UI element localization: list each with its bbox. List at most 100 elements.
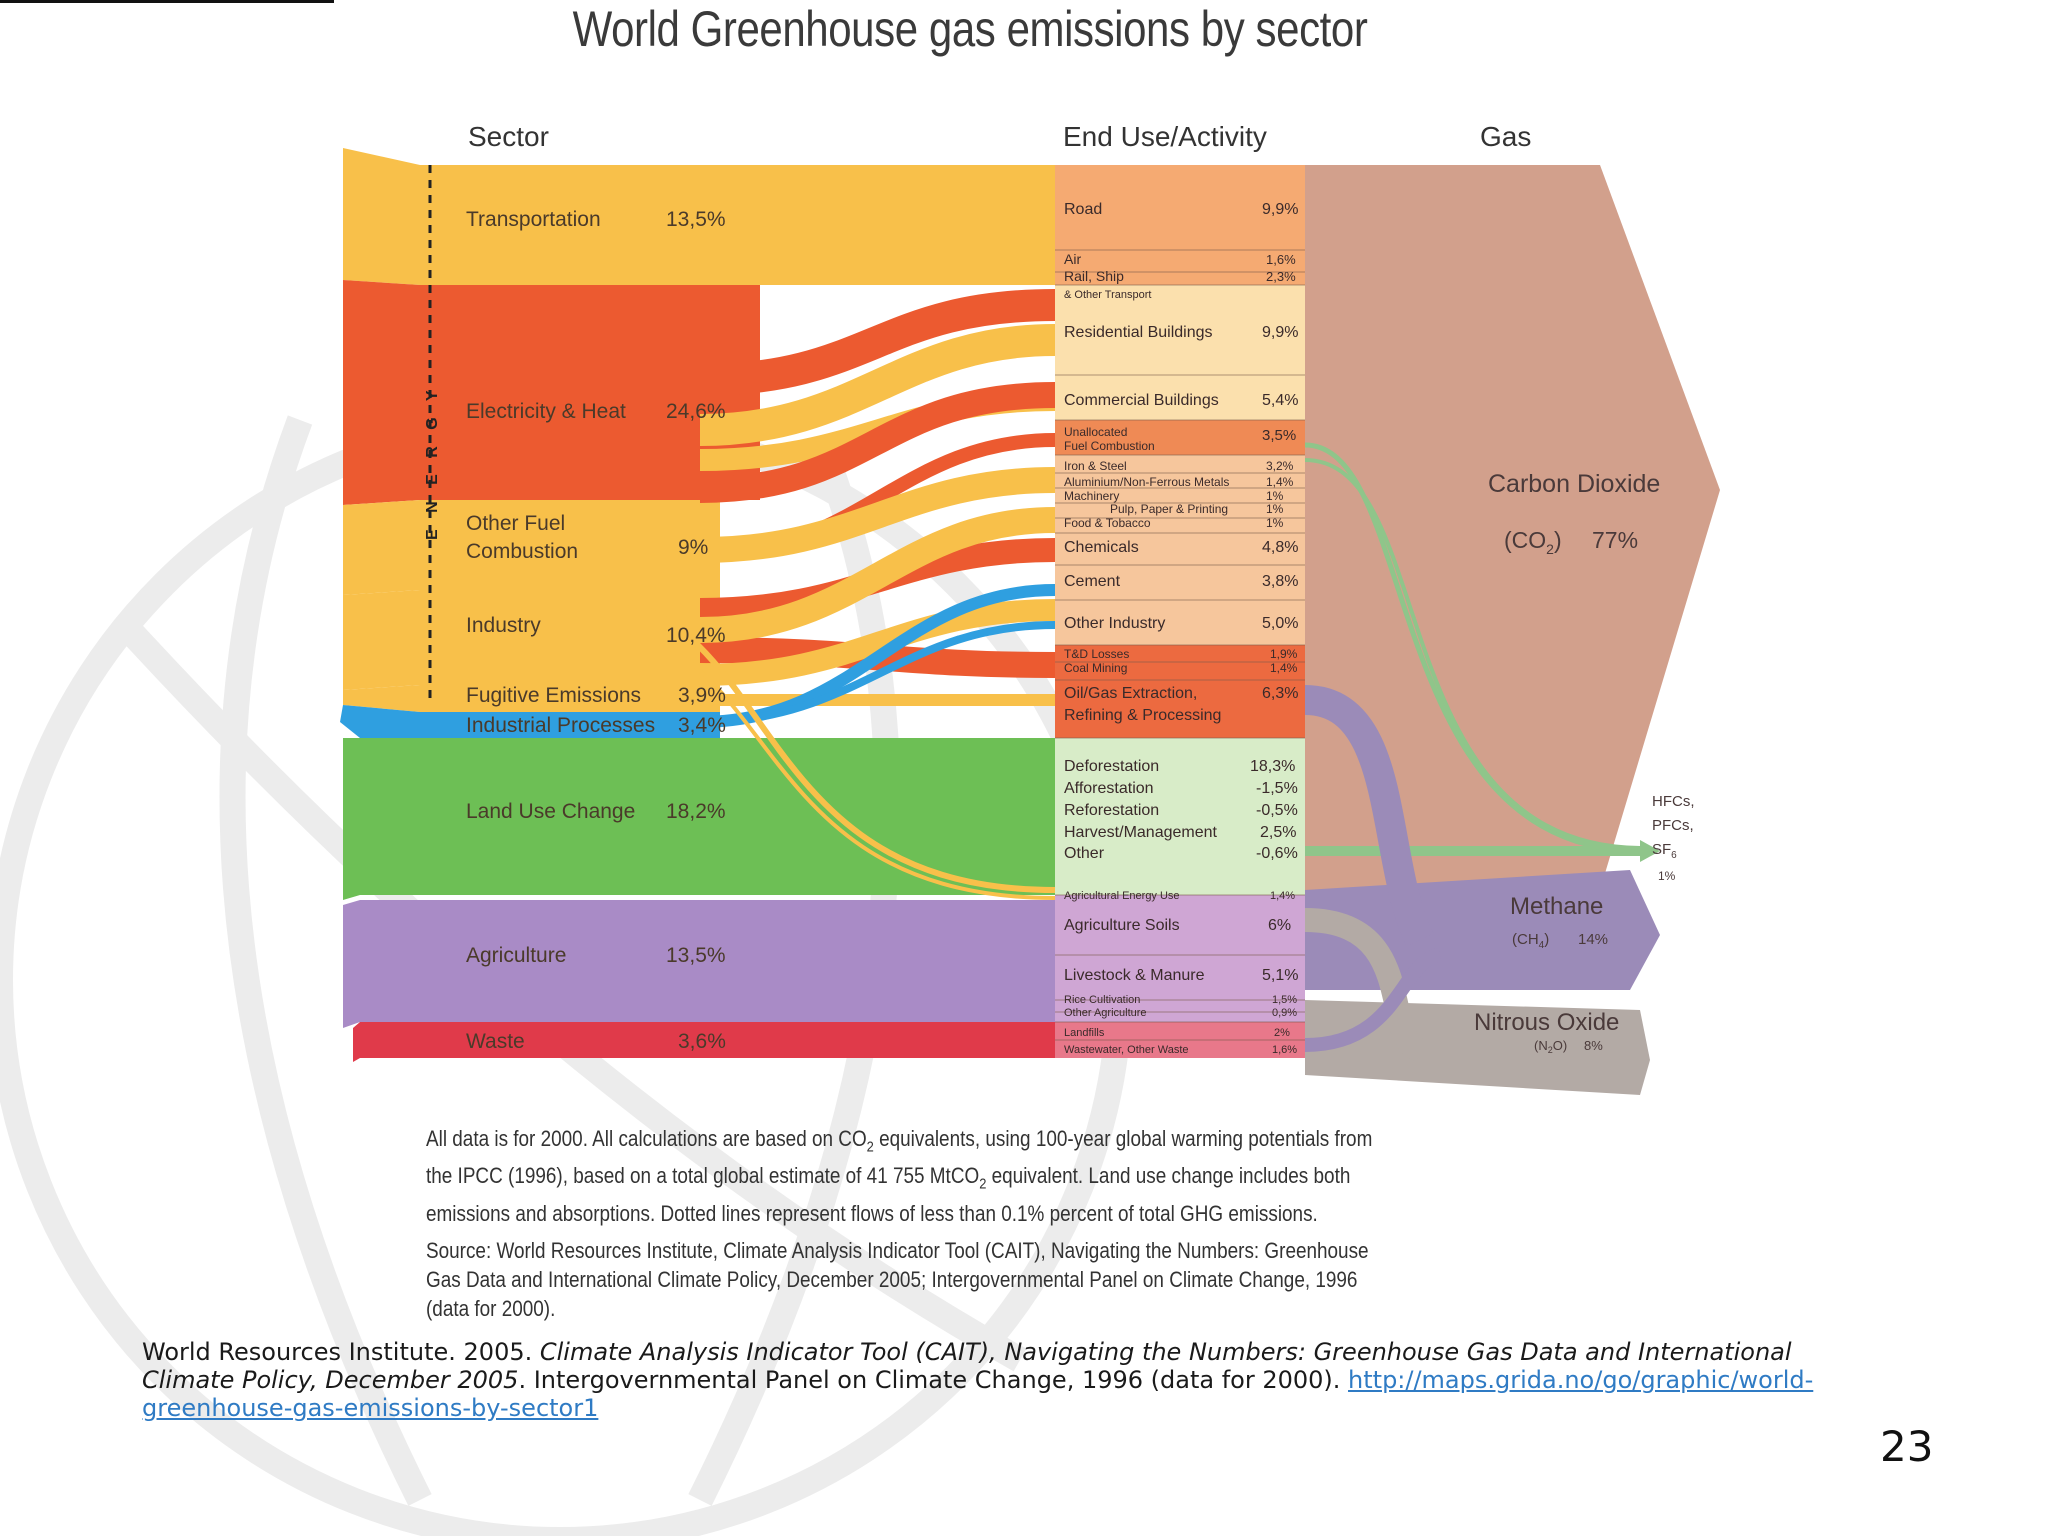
- gas-formula: (N2O): [1534, 1038, 1567, 1055]
- end-use-value: 4,8%: [1262, 539, 1298, 556]
- sector-value: 18,2%: [666, 800, 726, 823]
- end-use-label: Aluminium/Non-Ferrous Metals: [1064, 475, 1229, 489]
- hfc-arrow: [1305, 840, 1660, 862]
- end-use-label: Oil/Gas Extraction,: [1064, 685, 1197, 702]
- end-use-label: Landfills: [1064, 1027, 1105, 1039]
- sector-name: Land Use Change: [466, 800, 635, 823]
- end-use-value: 1%: [1266, 502, 1284, 516]
- data-note-line1: All data is for 2000. All calculations a…: [426, 1126, 1373, 1156]
- citation-prefix: World Resources Institute. 2005.: [142, 1338, 540, 1366]
- citation-link[interactable]: http://maps.grida.no/go/graphic/world-gr…: [142, 1366, 1814, 1422]
- sector-name: Fugitive Emissions: [466, 684, 641, 707]
- end-use-label: Other: [1064, 845, 1105, 862]
- end-use-unallocated-block: [1055, 420, 1305, 455]
- end-use-value: 2,5%: [1260, 824, 1296, 841]
- gas-formula: (CH4): [1512, 931, 1549, 951]
- sector-name: Electricity & Heat: [466, 400, 626, 423]
- gas-value: 8%: [1584, 1038, 1603, 1053]
- gas-name: Methane: [1510, 893, 1603, 920]
- end-use-label: Cement: [1064, 573, 1121, 590]
- end-use-label: Food & Tobacco: [1064, 516, 1151, 530]
- end-use-value: 9,9%: [1262, 324, 1298, 341]
- end-use-label: Wastewater, Other Waste: [1064, 1044, 1189, 1056]
- end-use-value: 3,2%: [1266, 459, 1294, 473]
- gas-name: HFCs,: [1652, 793, 1695, 810]
- sector-name: Other Fuel: [466, 512, 565, 535]
- waste-band: [353, 1022, 1055, 1062]
- transportation-band: [343, 148, 1055, 285]
- header-end-use: End Use/Activity: [1063, 121, 1267, 152]
- end-use-value: 6%: [1268, 917, 1291, 934]
- end-use-value: -1,5%: [1256, 780, 1298, 797]
- sector-name: Waste: [466, 1030, 525, 1053]
- sector-value: 3,6%: [678, 1030, 726, 1053]
- end-use-label: T&D Losses: [1064, 647, 1129, 661]
- end-use-label: Fuel Combustion: [1064, 439, 1155, 453]
- end-use-label: Unallocated: [1064, 425, 1127, 439]
- end-use-label: Residential Buildings: [1064, 324, 1213, 341]
- other-fuel-band: [343, 500, 720, 595]
- end-use-label: Other Agriculture: [1064, 1007, 1147, 1019]
- gas-name: Carbon Dioxide: [1488, 470, 1660, 498]
- citation-title: Climate Analysis Indicator Tool (CAIT), …: [142, 1338, 1792, 1394]
- slide-title: World Greenhouse gas emissions by sector: [572, 1, 1368, 57]
- end-use-value: -0,5%: [1256, 802, 1298, 819]
- header-sector: Sector: [468, 121, 549, 152]
- sector-value: 3,9%: [678, 684, 726, 707]
- end-use-label: Iron & Steel: [1064, 459, 1127, 473]
- end-use-value: 1,4%: [1266, 475, 1294, 489]
- end-use-value: 1,6%: [1272, 1044, 1297, 1056]
- sector-name-line2: Combustion: [466, 540, 578, 563]
- end-use-label: Road: [1064, 201, 1102, 218]
- end-use-buildings-block: [1055, 285, 1305, 420]
- end-use-value: 5,1%: [1262, 967, 1298, 984]
- end-use-value: 2,3%: [1266, 269, 1296, 284]
- end-use-label: Coal Mining: [1064, 661, 1127, 675]
- sector-name: Transportation: [466, 208, 601, 231]
- end-use-label: Pulp, Paper & Printing: [1110, 502, 1228, 516]
- gas-name: Nitrous Oxide: [1474, 1009, 1619, 1036]
- end-use-label: Agriculture Soils: [1064, 917, 1180, 934]
- land-use-band: [343, 738, 1055, 900]
- end-use-label: Livestock & Manure: [1064, 967, 1205, 984]
- end-use-transport-block: [1055, 165, 1305, 285]
- top-rule: [0, 0, 334, 3]
- gas-value: 14%: [1578, 931, 1608, 948]
- end-use-label: Machinery: [1064, 489, 1119, 503]
- end-use-label: Reforestation: [1064, 802, 1159, 819]
- gas-flow-paths: [1303, 442, 1641, 1062]
- end-use-label: Afforestation: [1064, 780, 1154, 797]
- sector-value: 10,4%: [666, 624, 726, 647]
- end-use-label: Air: [1064, 251, 1081, 267]
- industrial-processes-band: [340, 705, 720, 738]
- data-note-line3: emissions and absorptions. Dotted lines …: [426, 1200, 1318, 1226]
- gas-value: 77%: [1592, 527, 1638, 553]
- end-use-value: 1%: [1266, 489, 1284, 503]
- end-use-value: 5,0%: [1262, 615, 1298, 632]
- end-use-industry-block: [1055, 455, 1305, 645]
- flow-paths: [619, 289, 1056, 900]
- end-use-value: 1,4%: [1270, 661, 1298, 675]
- end-use-label: Agricultural Energy Use: [1064, 890, 1180, 902]
- end-use-value: 6,3%: [1262, 685, 1298, 702]
- carbon-dioxide-arrow: [1305, 165, 1720, 890]
- end-use-landuse-block: [1055, 738, 1305, 895]
- end-use-label: Rail, Ship: [1064, 268, 1124, 284]
- citation-suffix: . Intergovernmental Panel on Climate Cha…: [518, 1366, 1349, 1394]
- source-note: Source: World Resources Institute, Clima…: [426, 1238, 1369, 1321]
- sector-value: 13,5%: [666, 944, 726, 967]
- sector-name: Agriculture: [466, 944, 566, 967]
- data-note: All data is for 2000. All calculations a…: [426, 1124, 1389, 1228]
- end-use-value: -0,6%: [1256, 845, 1298, 862]
- citation: World Resources Institute. 2005. Climate…: [142, 1338, 1822, 1422]
- end-use-value: 0,9%: [1272, 1007, 1297, 1019]
- end-use-label: Other Industry: [1064, 615, 1165, 632]
- sector-value: 13,5%: [666, 208, 726, 231]
- data-note-line2: the IPCC (1996), based on a total global…: [426, 1163, 1351, 1193]
- end-use-label: & Other Transport: [1064, 289, 1151, 301]
- end-use-value: 3,8%: [1262, 573, 1298, 590]
- end-use-label: Chemicals: [1064, 539, 1139, 556]
- industry-band: [343, 590, 720, 690]
- end-use-value: 1,4%: [1270, 890, 1295, 902]
